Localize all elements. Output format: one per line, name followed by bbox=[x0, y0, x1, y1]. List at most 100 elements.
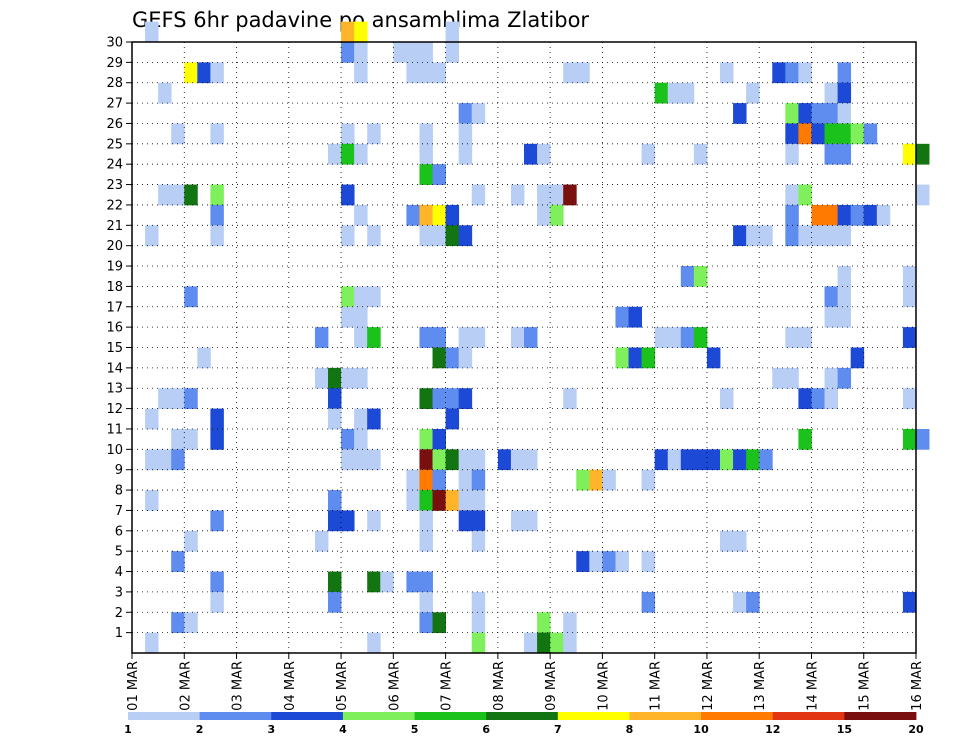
heatmap-cell bbox=[328, 143, 342, 165]
y-tick-label: 22 bbox=[106, 198, 123, 213]
heatmap-cell bbox=[432, 388, 446, 409]
legend-label: 12 bbox=[765, 723, 780, 736]
heatmap-cell bbox=[510, 327, 525, 348]
heatmap-cell bbox=[811, 388, 825, 409]
heatmap-cell bbox=[419, 143, 433, 165]
heatmap-cell bbox=[693, 327, 708, 348]
heatmap-cell bbox=[445, 347, 460, 369]
heatmap-cell bbox=[354, 286, 368, 308]
heatmap-cell bbox=[837, 204, 852, 226]
heatmap-cell bbox=[210, 408, 224, 430]
heatmap-cell bbox=[837, 306, 852, 328]
heatmap-cell bbox=[432, 449, 446, 471]
heatmap-cell bbox=[184, 612, 198, 634]
heatmap-cell bbox=[341, 449, 355, 471]
heatmap-cell bbox=[367, 123, 381, 145]
heatmap-cell bbox=[798, 62, 812, 84]
heatmap-cell bbox=[445, 225, 460, 247]
heatmap-cell bbox=[419, 428, 433, 450]
heatmap-cell bbox=[458, 490, 473, 511]
y-axis-ticks: 1234567891011121314151617181920212223242… bbox=[106, 36, 132, 641]
y-tick-label: 3 bbox=[115, 585, 123, 600]
heatmap-cells bbox=[145, 21, 930, 654]
heatmap-cell bbox=[328, 367, 342, 389]
heatmap-cell bbox=[916, 184, 930, 206]
heatmap-cell bbox=[341, 510, 355, 532]
heatmap-cell bbox=[184, 428, 198, 450]
heatmap-cell bbox=[432, 612, 446, 634]
heatmap-cell bbox=[798, 327, 812, 348]
heatmap-cell bbox=[184, 388, 198, 409]
heatmap-cell bbox=[432, 62, 446, 84]
heatmap-cell bbox=[328, 591, 342, 613]
heatmap-cell bbox=[210, 204, 224, 226]
heatmap-cell bbox=[563, 62, 577, 84]
x-tick-label: 15 MAR bbox=[858, 661, 873, 711]
heatmap-cell bbox=[733, 103, 747, 124]
heatmap-cell bbox=[902, 143, 917, 165]
heatmap-cell bbox=[171, 123, 185, 145]
heatmap-cell bbox=[602, 469, 616, 491]
heatmap-cell bbox=[354, 143, 368, 165]
heatmap-cell bbox=[328, 408, 342, 430]
heatmap-cell bbox=[654, 449, 669, 471]
y-tick-label: 21 bbox=[106, 219, 123, 234]
y-tick-label: 12 bbox=[106, 402, 123, 417]
heatmap-cell bbox=[576, 551, 590, 572]
heatmap-cell bbox=[380, 571, 394, 593]
heatmap-cell bbox=[537, 184, 551, 206]
heatmap-cell bbox=[367, 408, 381, 430]
heatmap-cell bbox=[916, 143, 930, 165]
heatmap-cell bbox=[314, 327, 329, 348]
x-tick-label: 02 MAR bbox=[178, 661, 193, 711]
heatmap-cell bbox=[471, 632, 486, 654]
heatmap-cell bbox=[458, 327, 473, 348]
heatmap-cell bbox=[158, 82, 172, 104]
legend-swatch bbox=[557, 712, 630, 720]
heatmap-cell bbox=[524, 632, 538, 654]
heatmap-cell bbox=[406, 62, 420, 84]
heatmap-cell bbox=[210, 123, 224, 145]
heatmap-cell bbox=[328, 388, 342, 409]
heatmap-cell bbox=[772, 62, 786, 84]
y-tick-label: 27 bbox=[106, 97, 123, 112]
heatmap-cell bbox=[550, 204, 564, 226]
heatmap-cell bbox=[497, 449, 512, 471]
y-tick-label: 7 bbox=[115, 504, 123, 519]
heatmap-cell bbox=[615, 551, 629, 572]
heatmap-cell bbox=[746, 449, 760, 471]
x-tick-label: 06 MAR bbox=[387, 661, 402, 711]
heatmap-cell bbox=[445, 408, 460, 430]
heatmap-cell bbox=[759, 225, 773, 247]
y-tick-label: 17 bbox=[106, 300, 123, 315]
legend-label: 15 bbox=[837, 723, 852, 736]
heatmap-cell bbox=[354, 306, 368, 328]
heatmap-cell bbox=[654, 82, 669, 104]
heatmap-cell bbox=[158, 449, 172, 471]
heatmap-cell bbox=[184, 530, 198, 552]
heatmap-cell bbox=[563, 632, 577, 654]
x-tick-label: 08 MAR bbox=[492, 661, 507, 711]
heatmap-cell bbox=[902, 428, 917, 450]
heatmap-cell bbox=[354, 449, 368, 471]
heatmap-cell bbox=[171, 184, 185, 206]
heatmap-cell bbox=[746, 225, 760, 247]
heatmap-cell bbox=[471, 327, 486, 348]
heatmap-cell bbox=[550, 184, 564, 206]
heatmap-cell bbox=[184, 286, 198, 308]
heatmap-cell bbox=[537, 143, 551, 165]
heatmap-cell bbox=[158, 184, 172, 206]
heatmap-cell bbox=[863, 123, 878, 145]
legend-swatch bbox=[271, 712, 344, 720]
heatmap-cell bbox=[341, 367, 355, 389]
heatmap-cell bbox=[837, 82, 852, 104]
y-tick-label: 8 bbox=[115, 484, 123, 499]
heatmap-cell bbox=[824, 204, 838, 226]
heatmap-cell bbox=[341, 184, 355, 206]
heatmap-cell bbox=[471, 469, 486, 491]
heatmap-cell bbox=[706, 347, 721, 369]
heatmap-cell bbox=[458, 469, 473, 491]
heatmap-cell bbox=[419, 123, 433, 145]
heatmap-cell bbox=[785, 367, 799, 389]
heatmap-cell bbox=[419, 327, 433, 348]
